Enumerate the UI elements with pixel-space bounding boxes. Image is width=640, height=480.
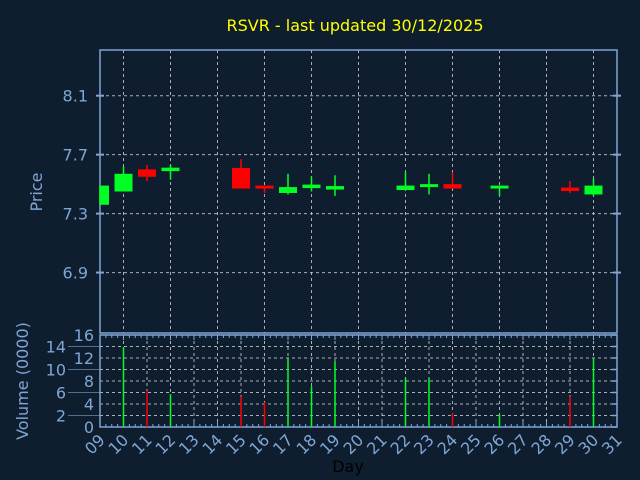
x-axis-label: Day [332, 457, 364, 476]
candle-day-16 [255, 185, 274, 193]
candle-day-15 [232, 159, 250, 189]
candle-day-26 [490, 185, 509, 196]
candle-body [490, 185, 509, 189]
candle-body [584, 185, 603, 195]
price-y-tick-label: 8.1 [63, 87, 88, 106]
candle-body [161, 167, 180, 172]
candle-day-10 [114, 166, 133, 192]
volume-y-tick-label: 10 [46, 361, 66, 380]
candle-day-24 [443, 172, 462, 189]
volume-y-tick-label: 12 [74, 349, 94, 368]
candle-body [279, 187, 297, 193]
candle-body [114, 173, 133, 192]
candle-body [420, 184, 438, 188]
candle-day-19 [326, 175, 344, 196]
volume-y-tick-label: 16 [74, 326, 94, 345]
candle-day-29 [561, 181, 579, 193]
volume-y-tick-label: 0 [84, 418, 94, 437]
candle-body [561, 187, 579, 192]
price-axis-label: Price [27, 172, 46, 211]
candle-day-18 [302, 176, 321, 192]
volume-y-tick-label: 14 [46, 338, 66, 357]
candle-body [326, 186, 344, 190]
x-tick-label: 31 [598, 430, 626, 458]
candle-body [100, 185, 109, 205]
candle-body [255, 185, 274, 189]
candle-body [302, 184, 321, 189]
price-y-tick-label: 7.3 [63, 205, 88, 224]
candle-day-12 [161, 164, 180, 180]
candle-body [138, 169, 156, 177]
candle-body [232, 167, 250, 189]
volume-y-tick-label: 8 [84, 372, 94, 391]
candle-body [396, 185, 415, 191]
chart-title: RSVR - last updated 30/12/2025 [226, 16, 483, 35]
price-y-tick-label: 6.9 [63, 264, 88, 283]
volume-axis-label: Volume (0000) [13, 322, 32, 440]
volume-y-tick-label: 6 [56, 384, 66, 403]
price-y-tick-label: 7.7 [63, 146, 88, 165]
candle-day-30 [584, 178, 603, 196]
candle-day-9 [99, 185, 109, 205]
volume-y-tick-label: 4 [84, 395, 94, 414]
volume-y-tick-label: 2 [56, 407, 66, 426]
candle-body [443, 184, 462, 189]
candle-day-22 [396, 172, 415, 191]
volume-plot-frame [99, 334, 618, 428]
candle-day-17 [279, 173, 297, 195]
candle-day-23 [420, 173, 438, 195]
candle-day-11 [138, 164, 156, 182]
